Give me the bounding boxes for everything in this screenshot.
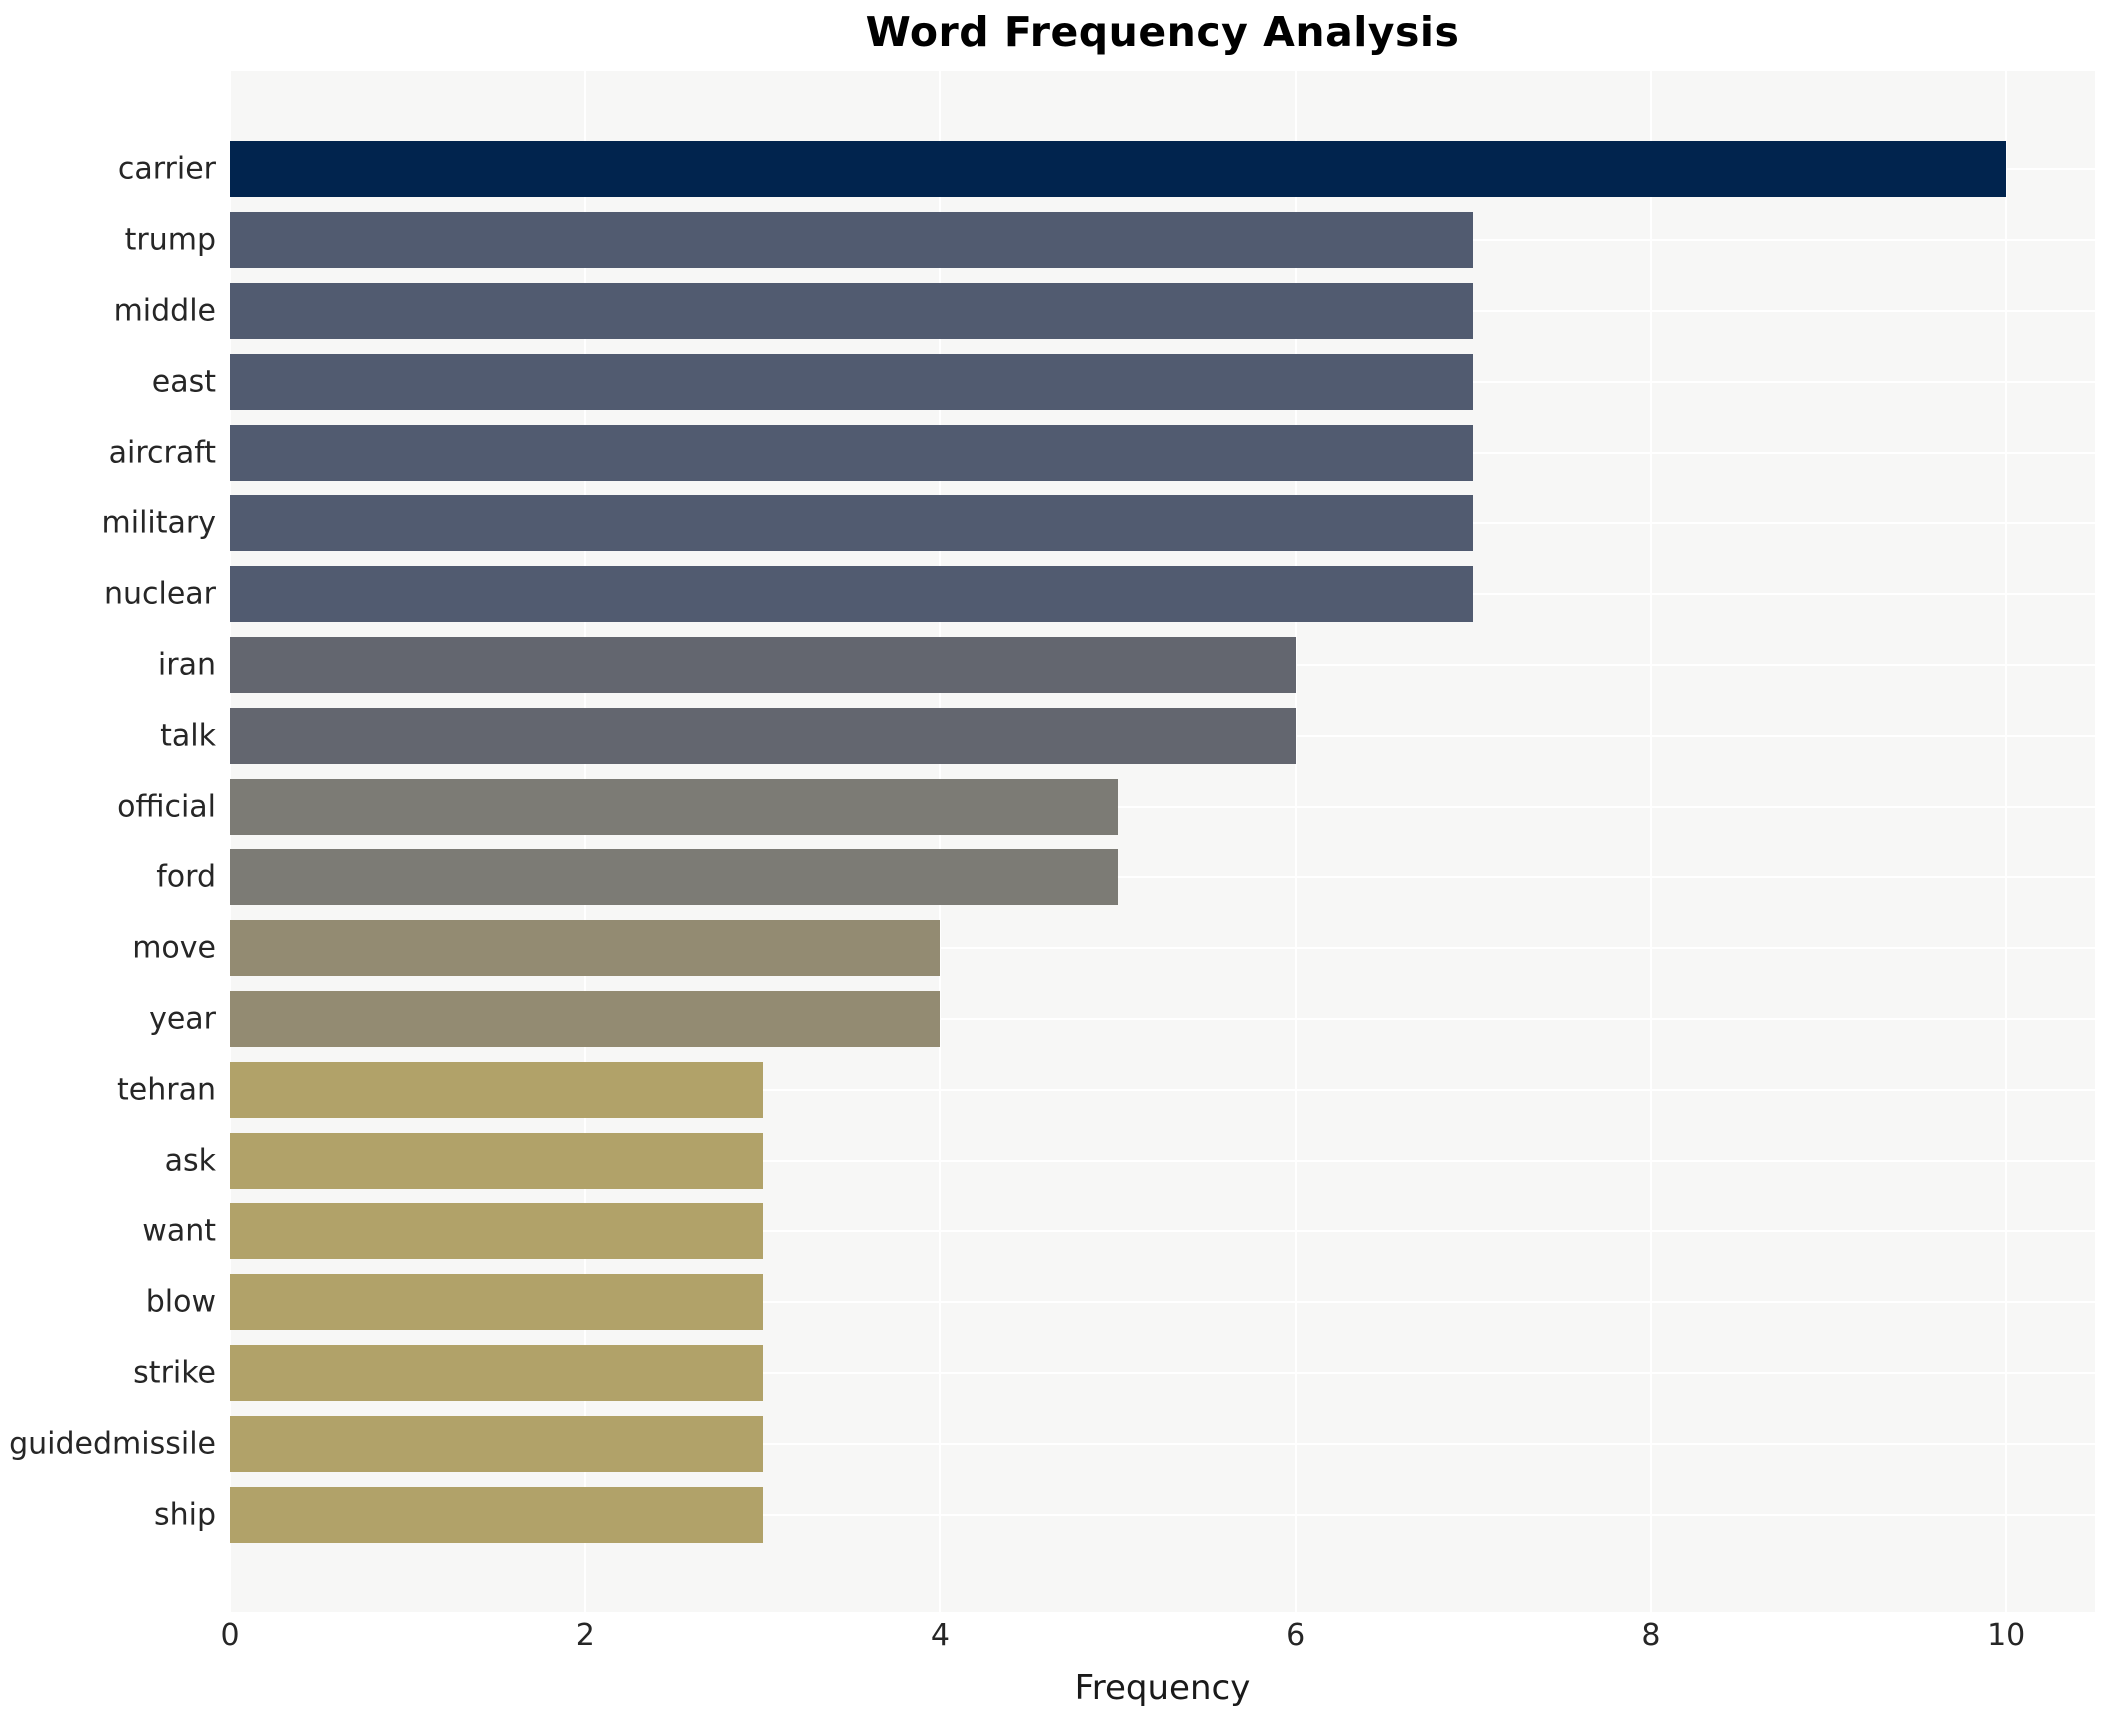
gridline-x-4 [939,71,942,1612]
gridline-x-10 [2005,71,2008,1612]
bar-row: nuclear [104,559,2095,630]
y-tick-label: east [151,364,216,400]
gridline-y-ask [230,1159,2095,1162]
bar-official [230,778,1119,835]
x-axis: 0 2 4 6 8 10 [220,1618,2095,1660]
bar-row: ask [165,1125,2095,1196]
bar-row: aircraft [109,417,2095,488]
x-tick-label: 10 [1987,1618,2026,1653]
x-tick-label: 4 [930,1618,951,1653]
x-tick-label: 8 [1641,1618,1661,1653]
y-tick-label: move [132,930,216,966]
gridline-y-ship [230,1513,2095,1516]
y-tick-label: aircraft [108,435,216,471]
gridline-x-8 [1649,71,1652,1612]
bar-row: move [132,913,2095,984]
bar-ford [230,849,1119,906]
bar-east [230,353,1474,410]
bar-want [230,1203,763,1260]
bar-guidedmissile [230,1415,763,1472]
bar-strike [230,1344,763,1401]
y-tick-label: official [117,789,216,825]
bar-iran [230,637,1296,693]
gridline-y-strike [230,1372,2095,1374]
bar-row: talk [160,700,2095,771]
bar-row: year [149,984,2095,1055]
bar-tehran [230,1061,763,1118]
x-axis-label: Frequency [1074,1668,1251,1708]
y-tick-label: iran [157,647,216,683]
y-tick-label: ship [153,1497,216,1533]
gridline-y-official [230,805,2095,808]
bar-middle [230,283,1474,339]
y-tick-label: middle [113,293,216,329]
y-tick-label: talk [160,718,216,754]
y-tick-label: strike [133,1355,216,1391]
gridline-x-6 [1294,71,1297,1612]
bar-row: blow [146,1267,2095,1338]
gridline-y-move [230,947,2095,950]
bar-row: middle [114,276,2095,347]
bar-row: carrier [118,134,2095,205]
y-tick-label: ford [156,859,216,895]
gridline-x-0 [229,71,231,1612]
gridline-y-want [230,1230,2095,1233]
bar-row: tehran [117,1054,2095,1125]
gridline-y-ford [230,876,2095,879]
chart-title: Word Frequency Analysis [865,8,1460,56]
gridline-x-2 [584,71,587,1612]
bar-row: want [142,1196,2095,1267]
bar-trump [230,212,1474,269]
y-tick-label: military [101,505,216,541]
x-tick-label: 6 [1286,1618,1306,1653]
bar-ask [230,1132,763,1189]
y-tick-label: tehran [117,1072,216,1108]
y-tick-label: want [142,1213,216,1249]
bar-row: strike [133,1338,2095,1409]
bar-row: ship [154,1479,2095,1550]
bar-ship [230,1486,763,1543]
bar-row: ford [156,842,2095,913]
y-tick-label: trump [124,222,216,258]
gridline-y-tehran [230,1088,2095,1091]
bar-row: guidedmissile [9,1408,2095,1479]
bar-blow [230,1274,763,1331]
y-tick-label: nuclear [103,576,216,612]
y-tick-label: blow [145,1284,216,1320]
bar-row: iran [158,630,2095,701]
bar-move [230,920,941,977]
bar-row: east [152,346,2095,417]
gridline-y-guidedmissile [230,1442,2095,1445]
bar-military [230,495,1474,552]
bar-rows: carrier trump middle east aircraft military nu… [9,134,2095,1550]
bar-year [230,991,941,1047]
bar-nuclear [230,566,1474,623]
x-tick-label: 2 [575,1618,595,1653]
y-tick-label: ask [164,1143,216,1179]
gridline-y-year [230,1018,2095,1020]
plot-area: carrier trump middle east aircraft military nu… [9,71,2095,1612]
y-tick-label: carrier [117,151,216,187]
y-tick-label: guidedmissile [9,1426,216,1462]
bar-row: military [102,488,2095,559]
bar-aircraft [230,424,1474,481]
bar-row: official [117,771,2095,842]
bar-talk [230,707,1296,764]
bar-row: trump [125,205,2095,276]
bar-carrier [230,141,2007,198]
gridline-y-blow [230,1301,2095,1304]
y-tick-label: year [149,1001,216,1037]
x-tick-label: 0 [220,1618,240,1653]
